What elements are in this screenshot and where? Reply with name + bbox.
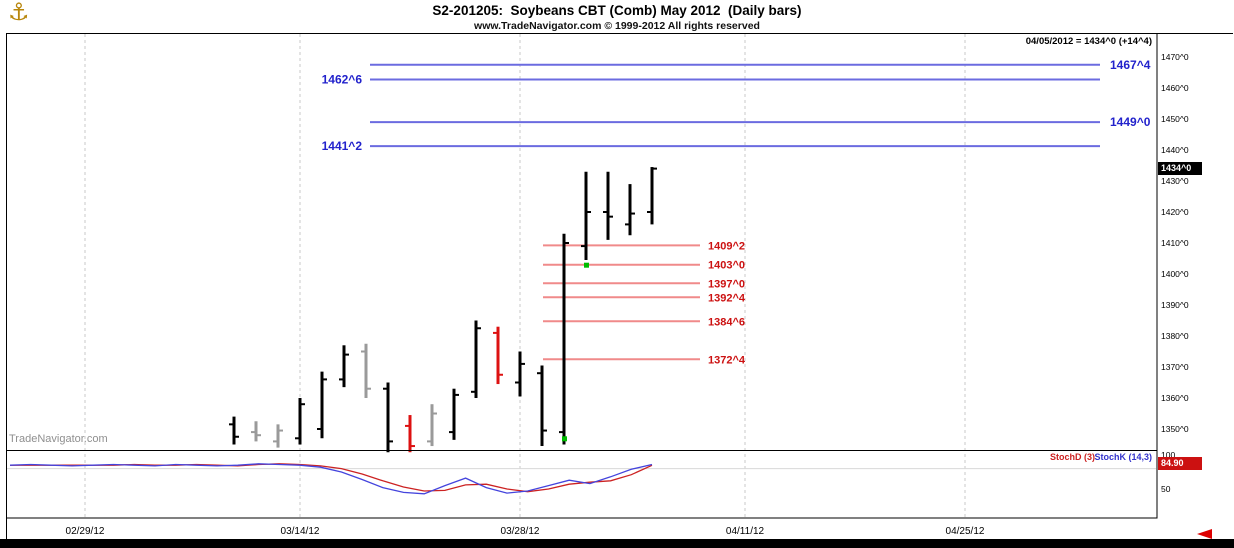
svg-text:1392^4: 1392^4 (708, 292, 746, 304)
price-bars (229, 167, 657, 453)
scroll-left-arrow-icon[interactable] (1197, 529, 1212, 539)
svg-text:1449^0: 1449^0 (1110, 115, 1151, 129)
last-price-badge: 1434^0 (1158, 162, 1202, 175)
svg-text:1390^0: 1390^0 (1161, 300, 1189, 310)
chart-title: S2-201205: Soybeans CBT (Comb) May 2012 … (432, 3, 802, 18)
svg-text:1409^2: 1409^2 (708, 240, 745, 252)
stoch-lines (9, 463, 653, 495)
date-axis-labels: 02/29/12 03/14/12 03/28/12 04/11/12 04/25/12 (66, 526, 985, 537)
stoch-axis-labels: 100 50 (1161, 450, 1175, 494)
svg-text:1360^0: 1360^0 (1161, 393, 1189, 403)
gridlines (7, 34, 1156, 517)
svg-text:1384^6: 1384^6 (708, 316, 745, 328)
svg-text:50: 50 (1161, 484, 1171, 494)
svg-text:1397^0: 1397^0 (708, 278, 745, 290)
watermark: TradeNavigator.com (9, 433, 108, 445)
date-price-readout: 04/05/2012 = 1434^0 (+14^4) (1025, 36, 1152, 47)
panel-borders (6, 33, 1233, 539)
svg-text:03/14/12: 03/14/12 (281, 526, 320, 537)
svg-text:03/28/12: 03/28/12 (501, 526, 540, 537)
support-lines: 1409^2 1403^0 1397^0 1392^4 1384^6 1372^4 (543, 240, 746, 366)
anchor-logo-icon: ⚓ (8, 0, 30, 26)
svg-text:1350^0: 1350^0 (1161, 424, 1189, 434)
stochd-legend-label[interactable]: StochD (3) (1050, 452, 1095, 462)
svg-text:1460^0: 1460^0 (1161, 83, 1189, 93)
svg-text:1430^0: 1430^0 (1161, 176, 1189, 186)
svg-text:1370^0: 1370^0 (1161, 362, 1189, 372)
svg-text:1467^4: 1467^4 (1110, 58, 1151, 72)
svg-text:1462^6: 1462^6 (322, 72, 363, 86)
svg-text:1441^2: 1441^2 (322, 139, 363, 153)
svg-text:1400^0: 1400^0 (1161, 269, 1189, 279)
svg-text:1440^0: 1440^0 (1161, 145, 1189, 155)
svg-text:1410^0: 1410^0 (1161, 238, 1189, 248)
svg-text:1372^4: 1372^4 (708, 354, 746, 366)
chart-subtitle: www.TradeNavigator.com © 1999-2012 All r… (474, 20, 760, 32)
svg-text:02/29/12: 02/29/12 (66, 526, 105, 537)
signal-markers (562, 262, 589, 442)
stoch-value-badge: 84.90 (1158, 457, 1202, 470)
svg-text:1450^0: 1450^0 (1161, 114, 1189, 124)
resistance-lines: 1467^4 1462^6 1449^0 1441^2 (322, 58, 1151, 153)
svg-text:100: 100 (1161, 450, 1175, 460)
svg-text:1470^0: 1470^0 (1161, 52, 1189, 62)
svg-text:1380^0: 1380^0 (1161, 331, 1189, 341)
svg-text:04/11/12: 04/11/12 (726, 526, 765, 537)
price-axis-labels: 1470^0 1460^0 1450^0 1440^0 1430^0 1420^0 1410… (1161, 52, 1189, 434)
svg-text:04/25/12: 04/25/12 (946, 526, 985, 537)
stochk-legend-label[interactable]: StochK (14,3) (1094, 452, 1152, 462)
svg-text:1403^0: 1403^0 (708, 260, 745, 272)
bottom-scrollbar-track[interactable] (0, 539, 1234, 548)
svg-text:1420^0: 1420^0 (1161, 207, 1189, 217)
